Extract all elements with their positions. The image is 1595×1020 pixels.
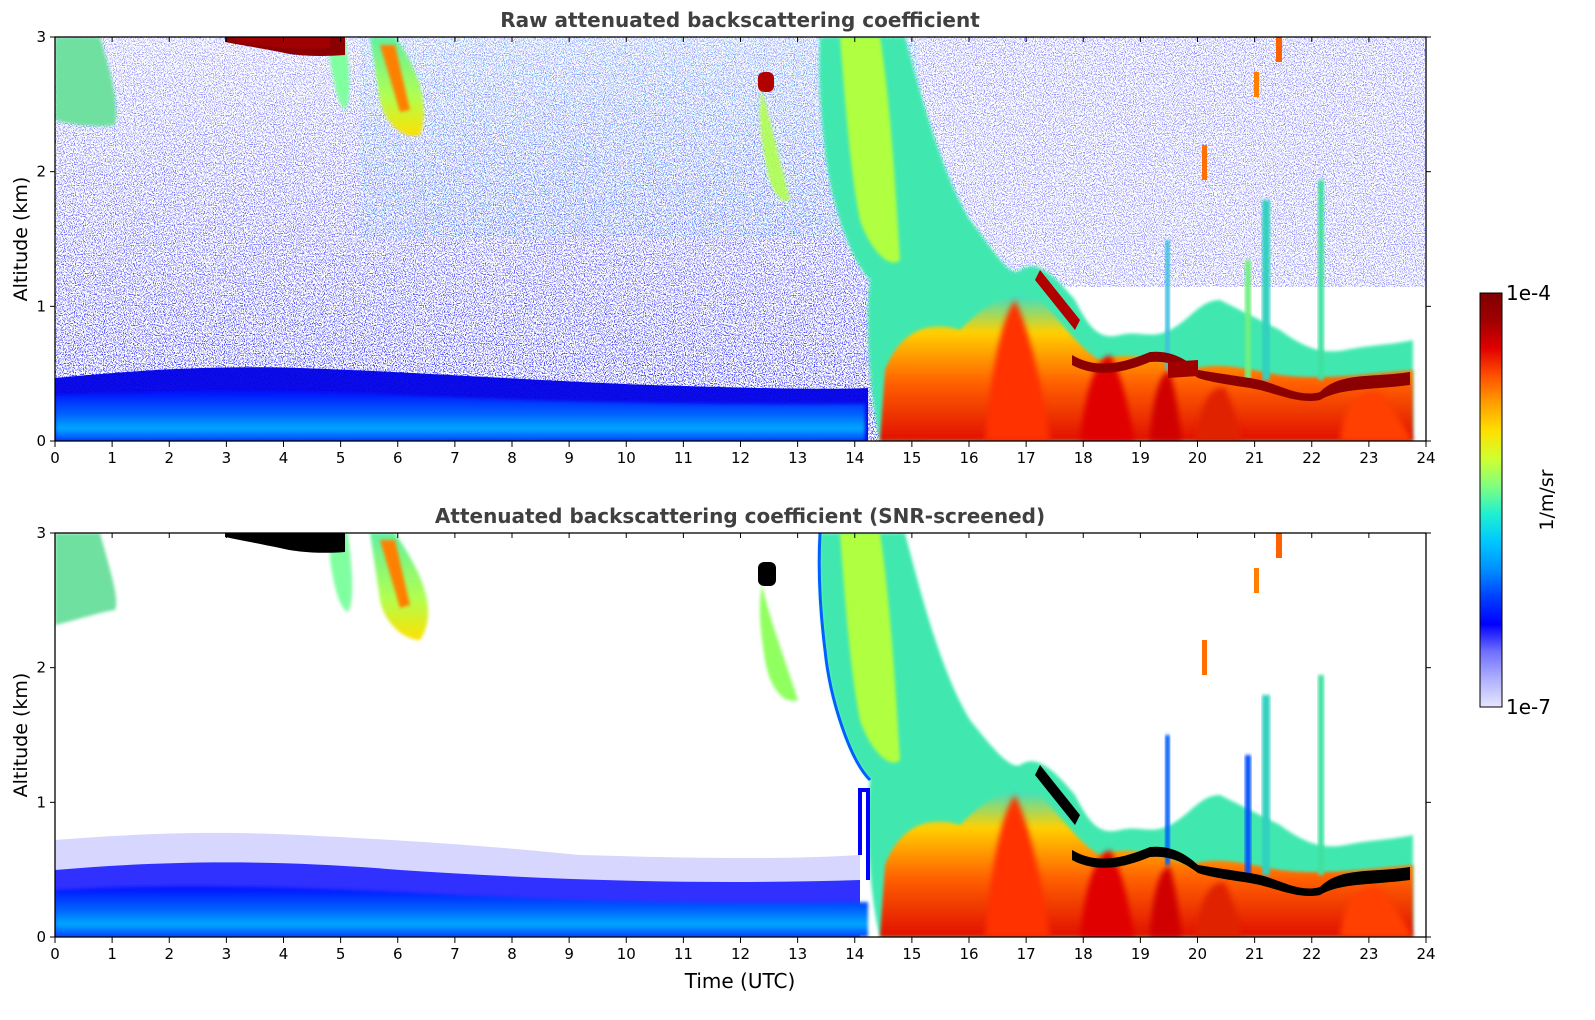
panel-screened-xlabel: Time (UTC): [684, 969, 796, 993]
y-tick-label: 0: [36, 928, 46, 946]
x-tick-label: 8: [507, 945, 517, 963]
x-tick-label: 12: [731, 945, 750, 963]
y-tick-label: 0: [36, 432, 46, 450]
panel-raw-ylabel: Altitude (km): [10, 177, 32, 302]
x-tick-label: 2: [164, 945, 174, 963]
x-tick-label: 21: [1245, 945, 1264, 963]
colorbar: 1e-4 1e-7 1/m/sr: [1479, 281, 1558, 719]
x-tick-label: 0: [50, 945, 60, 963]
x-tick-label: 15: [902, 449, 921, 467]
panel-screened: Attenuated backscattering coefficient (S…: [10, 504, 1436, 993]
x-tick-label: 24: [1416, 945, 1435, 963]
x-tick-label: 12: [731, 449, 750, 467]
panel-raw-x-axis: 0 1 2 3 4 5 6 7 8 9 10 11 12 13 14 15 16 17 18 19 20 21 22 23 24: [50, 37, 1436, 467]
x-tick-label: 6: [393, 945, 403, 963]
colorbar-max-label: 1e-4: [1506, 281, 1551, 305]
x-tick-label: 13: [788, 945, 807, 963]
y-tick-label: 2: [36, 163, 46, 181]
x-tick-label: 1: [107, 449, 117, 467]
panel-screened-heatmap: [55, 533, 1426, 937]
x-tick-label: 20: [1188, 449, 1207, 467]
x-tick-label: 16: [959, 449, 978, 467]
panel-screened-title: Attenuated backscattering coefficient (S…: [435, 504, 1045, 528]
x-tick-label: 9: [564, 449, 574, 467]
x-tick-label: 20: [1188, 945, 1207, 963]
y-tick-label: 1: [36, 793, 46, 811]
x-tick-label: 6: [393, 449, 403, 467]
x-tick-label: 3: [222, 449, 232, 467]
x-tick-label: 4: [279, 449, 289, 467]
x-tick-label: 4: [279, 945, 289, 963]
x-tick-label: 5: [336, 449, 346, 467]
x-tick-label: 5: [336, 945, 346, 963]
x-tick-label: 18: [1074, 449, 1093, 467]
panel-raw: Raw attenuated backscattering coefficien…: [10, 8, 1436, 467]
colorbar-min-label: 1e-7: [1506, 695, 1551, 719]
x-tick-label: 19: [1131, 449, 1150, 467]
panel-raw-title: Raw attenuated backscattering coefficien…: [500, 8, 980, 32]
x-tick-label: 3: [222, 945, 232, 963]
x-tick-label: 1: [107, 945, 117, 963]
x-tick-label: 0: [50, 449, 60, 467]
panel-screened-y-axis: 0 1 2 3: [36, 524, 1431, 946]
x-tick-label: 10: [617, 449, 636, 467]
y-tick-label: 2: [36, 659, 46, 677]
colorbar-unit-label: 1/m/sr: [1536, 469, 1558, 530]
x-tick-label: 21: [1245, 449, 1264, 467]
x-tick-label: 23: [1359, 449, 1378, 467]
panel-raw-heatmap: [55, 37, 1426, 441]
x-tick-label: 22: [1302, 449, 1321, 467]
x-tick-label: 19: [1131, 945, 1150, 963]
y-tick-label: 3: [36, 28, 46, 46]
panel-screened-x-axis: 0 1 2 3 4 5 6 7 8 9 10 11 12 13 14 15 16 17 18 19 20 21 22 23 24: [50, 533, 1436, 963]
x-tick-label: 14: [845, 945, 864, 963]
x-tick-label: 17: [1017, 449, 1036, 467]
x-tick-label: 8: [507, 449, 517, 467]
x-tick-label: 14: [845, 449, 864, 467]
x-tick-label: 18: [1074, 945, 1093, 963]
x-tick-label: 24: [1416, 449, 1435, 467]
x-tick-label: 10: [617, 945, 636, 963]
y-tick-label: 3: [36, 524, 46, 542]
x-tick-label: 23: [1359, 945, 1378, 963]
x-tick-label: 9: [564, 945, 574, 963]
x-tick-label: 15: [902, 945, 921, 963]
panel-screened-ylabel: Altitude (km): [10, 673, 32, 798]
x-tick-label: 11: [674, 945, 693, 963]
x-tick-label: 11: [674, 449, 693, 467]
y-tick-label: 1: [36, 297, 46, 315]
x-tick-label: 7: [450, 945, 460, 963]
x-tick-label: 7: [450, 449, 460, 467]
x-tick-label: 2: [164, 449, 174, 467]
x-tick-label: 17: [1017, 945, 1036, 963]
x-tick-label: 16: [959, 945, 978, 963]
x-tick-label: 22: [1302, 945, 1321, 963]
colorbar-gradient: [1479, 292, 1503, 708]
panel-raw-y-axis: 0 1 2 3: [36, 28, 1431, 450]
x-tick-label: 13: [788, 449, 807, 467]
